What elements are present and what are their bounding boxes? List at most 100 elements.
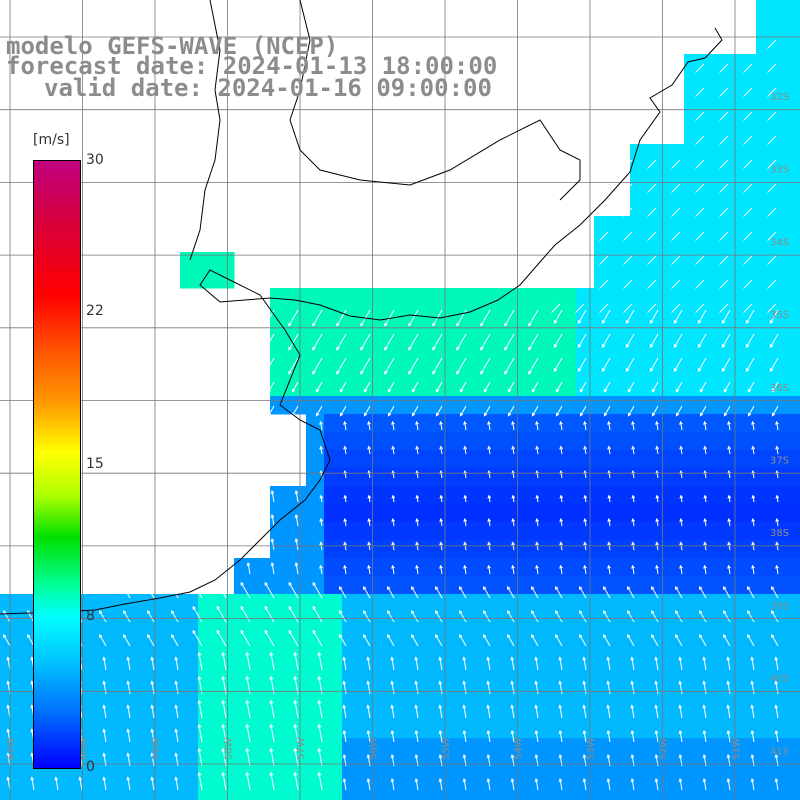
wind-arrow xyxy=(320,495,323,503)
wind-arrow xyxy=(583,778,587,791)
wind-speed-cell xyxy=(252,756,271,775)
wind-speed-cell xyxy=(324,306,343,325)
wind-arrow xyxy=(147,634,155,647)
wind-speed-cell xyxy=(612,738,631,757)
wind-speed-cell xyxy=(738,720,757,739)
wind-arrow-head xyxy=(654,729,659,734)
wind-arrow-head xyxy=(771,586,775,590)
wind-arrow-head xyxy=(678,656,683,661)
wind-speed-cell xyxy=(702,612,721,631)
wind-arrow xyxy=(123,586,131,599)
wind-speed-cell xyxy=(342,684,361,703)
wind-arrow xyxy=(127,705,131,719)
wind-speed-cell xyxy=(504,792,523,800)
wind-arrow-head xyxy=(319,445,323,450)
wind-arrow xyxy=(504,357,515,375)
wind-arrow xyxy=(555,586,563,599)
wind-speed-cell xyxy=(378,738,397,757)
wind-arrow-head xyxy=(559,445,563,450)
wind-speed-cell xyxy=(504,450,523,469)
wind-arrow-head xyxy=(174,728,179,733)
wind-speed-cell xyxy=(612,252,631,271)
wind-speed-cell xyxy=(648,360,667,379)
wind-arrow xyxy=(584,565,587,575)
wind-arrow xyxy=(721,309,731,324)
wind-arrow xyxy=(288,333,299,351)
wind-speed-cell xyxy=(702,756,721,775)
wind-speed-cell xyxy=(792,18,800,37)
wind-speed-cell xyxy=(738,612,757,631)
wind-arrow-head xyxy=(678,729,683,734)
wind-arrow-head xyxy=(390,680,395,685)
wind-speed-cell xyxy=(414,720,433,739)
wind-arrow-head xyxy=(387,610,391,614)
wind-speed-cell xyxy=(756,396,775,415)
wind-arrow-head xyxy=(771,634,775,638)
wind-arrow xyxy=(536,495,539,503)
wind-speed-cell xyxy=(792,486,800,505)
wind-arrow xyxy=(198,700,203,719)
wind-speed-cell xyxy=(486,450,505,469)
colorbar-tick-15: 15 xyxy=(86,456,104,472)
wind-arrow xyxy=(246,652,251,671)
wind-speed-cell xyxy=(702,162,721,181)
wind-speed-cell xyxy=(450,504,469,523)
wind-speed-cell xyxy=(540,378,559,397)
wind-speed-cell xyxy=(18,666,37,685)
wind-speed-cell xyxy=(630,702,649,721)
wind-arrow-head xyxy=(462,704,467,709)
longitude-labels: 61W 60W 59W 58W 57W 56W 55W 54W 53W 52W 51W xyxy=(6,737,742,760)
wind-arrow-head xyxy=(745,368,750,373)
wind-arrow-head xyxy=(6,728,11,733)
wind-arrow-head xyxy=(630,729,635,734)
wind-arrow xyxy=(680,471,683,479)
wind-speed-cell xyxy=(558,306,577,325)
wind-speed-cell xyxy=(684,198,703,217)
wind-speed-cell xyxy=(792,234,800,253)
wind-speed-cell xyxy=(756,504,775,523)
wind-speed-cell xyxy=(360,576,379,595)
wind-arrow-head xyxy=(607,445,611,450)
wind-speed-cell xyxy=(540,468,559,487)
wind-arrow xyxy=(487,705,491,719)
latitude-label: 35S xyxy=(770,310,789,321)
wind-arrow xyxy=(656,565,659,575)
valid-date: valid date: 2024-01-16 09:00:00 xyxy=(44,74,492,102)
wind-speed-cell xyxy=(792,792,800,800)
wind-arrow xyxy=(343,681,347,695)
wind-speed-cell xyxy=(360,738,379,757)
wind-arrow xyxy=(649,309,659,324)
wind-speed-cell xyxy=(666,144,685,163)
wind-speed-cell xyxy=(432,396,451,415)
wind-arrow xyxy=(488,518,491,527)
wind-arrow-head xyxy=(390,704,395,709)
wind-arrow-head xyxy=(528,370,532,375)
wind-arrow-head xyxy=(6,752,11,757)
wind-arrow xyxy=(127,657,131,671)
wind-speed-cell xyxy=(522,576,541,595)
wind-speed-cell xyxy=(540,666,559,685)
wind-arrow-head xyxy=(150,728,155,733)
wind-speed-cell xyxy=(666,558,685,577)
wind-arrow xyxy=(723,381,731,392)
wind-speed-cell xyxy=(612,396,631,415)
wind-arrow xyxy=(607,705,611,719)
wind-arrow-head xyxy=(603,634,607,638)
wind-speed-cell xyxy=(774,756,793,775)
wind-speed-cell xyxy=(234,594,253,613)
wind-speed-cell xyxy=(504,522,523,541)
wind-speed-cell xyxy=(522,792,541,800)
wind-speed-cell xyxy=(252,612,271,631)
wind-speed-cell xyxy=(360,540,379,559)
wind-speed-cell xyxy=(234,648,253,667)
wind-arrow xyxy=(771,634,779,647)
wind-arrow xyxy=(171,634,179,647)
wind-speed-cell xyxy=(792,738,800,757)
wind-arrow-head xyxy=(510,656,515,661)
wind-speed-cell xyxy=(666,648,685,667)
wind-arrow xyxy=(775,705,779,719)
wind-speed-cell xyxy=(180,594,199,613)
wind-arrow xyxy=(655,778,659,791)
wind-speed-cell xyxy=(360,288,379,307)
